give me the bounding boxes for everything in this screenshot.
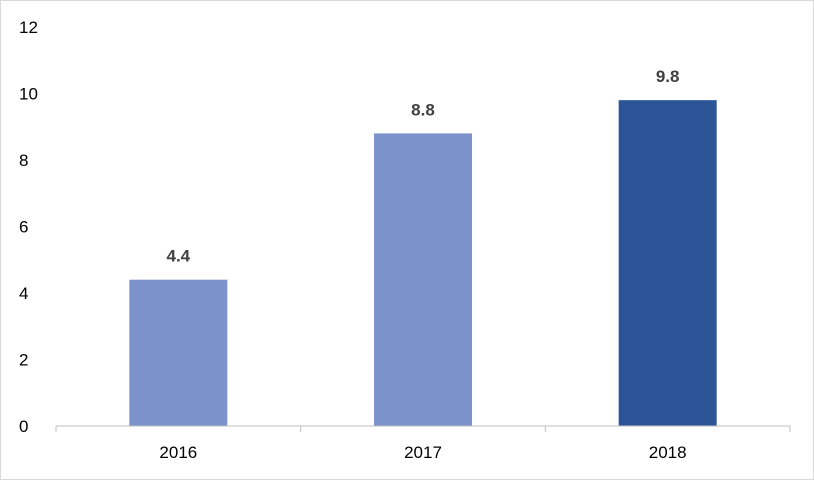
data-label-2017: 8.8 bbox=[411, 100, 435, 119]
y-tick-label: 12 bbox=[19, 18, 38, 37]
y-tick-label: 6 bbox=[19, 218, 28, 237]
y-tick-label: 0 bbox=[19, 417, 28, 436]
y-tick-label: 10 bbox=[19, 85, 38, 104]
bar-2016 bbox=[129, 279, 228, 426]
x-axis: 2016 2017 2018 bbox=[55, 425, 791, 462]
y-tick-label: 8 bbox=[19, 151, 28, 170]
bar-2017 bbox=[374, 133, 472, 426]
y-tick-label: 4 bbox=[19, 284, 28, 303]
bars bbox=[129, 100, 717, 427]
data-label-2018: 9.8 bbox=[656, 67, 680, 86]
data-labels: 4.4 8.8 9.8 bbox=[167, 67, 680, 266]
y-tick-label: 2 bbox=[19, 351, 28, 370]
x-tick-label: 2017 bbox=[404, 443, 442, 462]
x-tick-label: 2018 bbox=[649, 443, 687, 462]
bar-2018 bbox=[618, 100, 717, 427]
y-axis-ticks: 0 2 4 6 8 10 12 bbox=[19, 18, 38, 436]
x-tick-label: 2016 bbox=[159, 443, 197, 462]
data-label-2016: 4.4 bbox=[167, 247, 191, 266]
